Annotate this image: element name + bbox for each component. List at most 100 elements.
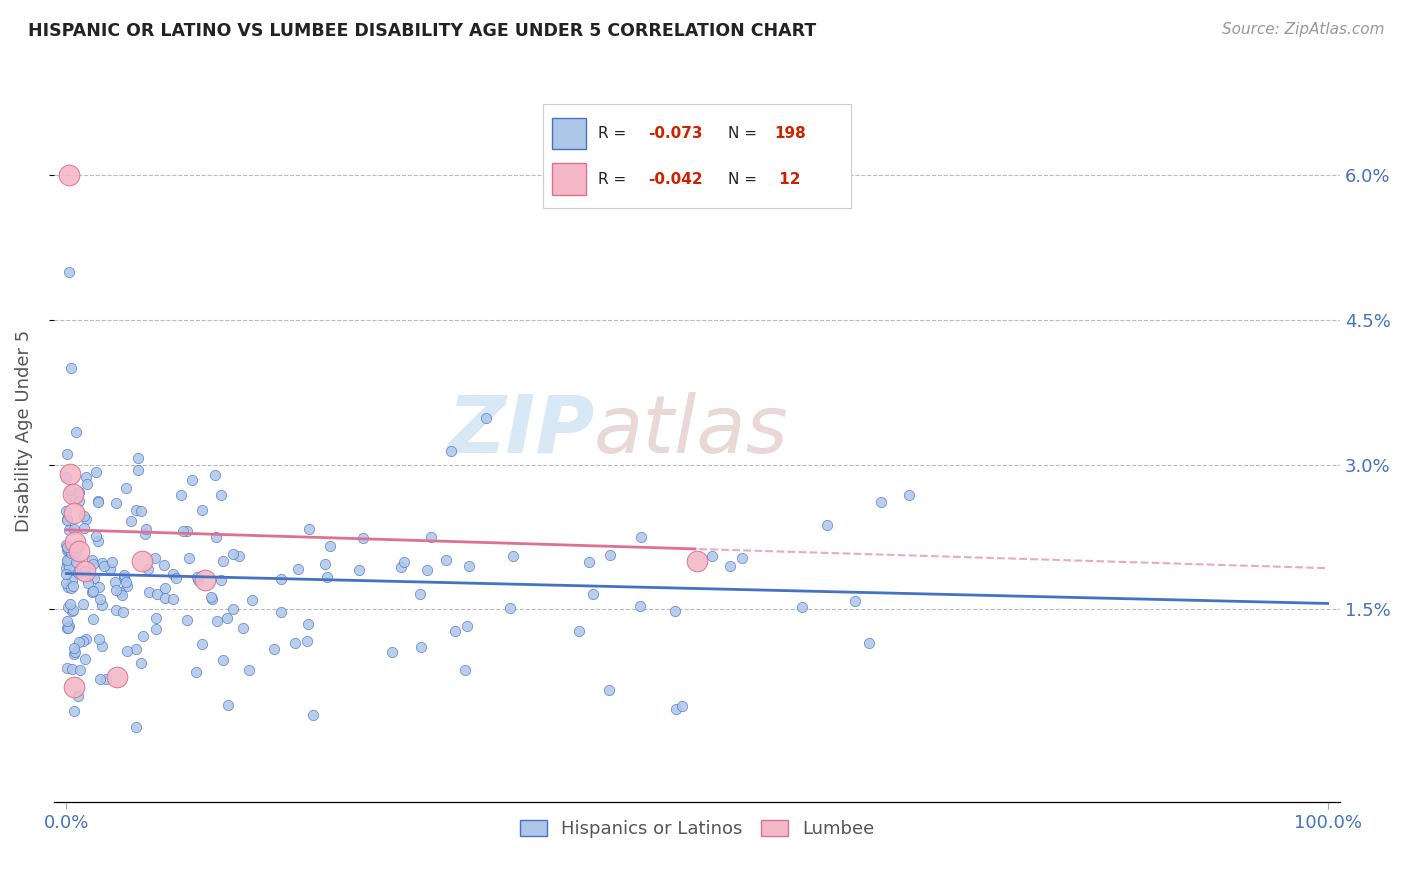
- Point: [419, 530, 441, 544]
- Point: [55, 567, 77, 582]
- Point: [105, 496, 128, 510]
- Point: [347, 563, 370, 577]
- Point: [58, 560, 80, 574]
- Point: [186, 570, 208, 584]
- Point: [67, 634, 90, 648]
- Point: [115, 579, 138, 593]
- Point: [718, 558, 741, 573]
- Point: [58, 552, 80, 566]
- Point: [204, 468, 226, 483]
- Point: [76, 477, 98, 491]
- Point: [181, 473, 204, 487]
- Point: [502, 549, 524, 563]
- Point: [598, 683, 620, 698]
- Point: [60, 582, 83, 596]
- Point: [409, 586, 432, 600]
- Legend: Hispanics or Latinos, Lumbee: Hispanics or Latinos, Lumbee: [512, 813, 882, 846]
- Point: [153, 591, 176, 606]
- Point: [58, 619, 80, 633]
- Point: [56, 512, 79, 526]
- Point: [458, 559, 481, 574]
- Point: [56, 513, 79, 527]
- Point: [84, 528, 107, 542]
- Point: [179, 550, 201, 565]
- Point: [665, 702, 688, 716]
- Point: [67, 544, 90, 558]
- Point: [209, 573, 232, 587]
- Point: [209, 488, 232, 502]
- Point: [60, 604, 83, 618]
- Point: [897, 488, 920, 502]
- Point: [55, 621, 77, 635]
- Point: [170, 488, 193, 502]
- Point: [297, 617, 319, 632]
- Point: [67, 566, 90, 581]
- Point: [700, 549, 723, 563]
- Point: [86, 533, 108, 548]
- Point: [55, 470, 77, 484]
- Point: [75, 632, 97, 646]
- Point: [138, 562, 160, 576]
- Point: [318, 539, 340, 553]
- Point: [145, 611, 167, 625]
- Point: [295, 633, 318, 648]
- Point: [62, 486, 84, 500]
- Point: [82, 558, 104, 572]
- Point: [82, 612, 104, 626]
- Point: [111, 588, 134, 602]
- Point: [411, 640, 433, 655]
- Point: [124, 642, 146, 657]
- Point: [84, 465, 107, 479]
- Point: [105, 670, 128, 684]
- Point: [664, 604, 686, 618]
- Point: [87, 632, 110, 646]
- Point: [63, 680, 86, 694]
- Point: [91, 639, 114, 653]
- Point: [65, 545, 87, 559]
- Point: [58, 523, 80, 537]
- Point: [215, 611, 238, 625]
- Point: [394, 555, 416, 569]
- Point: [59, 549, 82, 564]
- Point: [104, 583, 127, 598]
- Y-axis label: Disability Age Under 5: Disability Age Under 5: [15, 330, 32, 532]
- Point: [112, 606, 135, 620]
- Point: [270, 572, 292, 586]
- Point: [56, 614, 79, 628]
- Point: [599, 548, 621, 562]
- Point: [112, 567, 135, 582]
- Point: [162, 567, 184, 582]
- Point: [444, 624, 467, 639]
- Point: [145, 622, 167, 636]
- Point: [101, 555, 124, 569]
- Point: [212, 554, 235, 568]
- Point: [284, 636, 307, 650]
- Point: [125, 503, 148, 517]
- Point: [222, 547, 245, 561]
- Point: [146, 587, 169, 601]
- Point: [434, 553, 457, 567]
- Point: [56, 447, 79, 461]
- Point: [298, 522, 321, 536]
- Point: [82, 584, 104, 599]
- Point: [129, 504, 152, 518]
- Point: [582, 587, 605, 601]
- Point: [55, 576, 77, 591]
- Point: [62, 640, 84, 655]
- Point: [94, 672, 117, 686]
- Point: [475, 411, 498, 425]
- Point: [89, 592, 111, 607]
- Point: [75, 470, 97, 484]
- Point: [205, 530, 228, 544]
- Point: [200, 590, 222, 604]
- Point: [93, 559, 115, 574]
- Point: [59, 483, 82, 497]
- Point: [104, 603, 127, 617]
- Point: [58, 580, 80, 594]
- Point: [301, 707, 323, 722]
- Point: [352, 531, 374, 545]
- Point: [287, 562, 309, 576]
- Point: [60, 546, 83, 560]
- Point: [152, 558, 174, 573]
- Point: [72, 508, 94, 523]
